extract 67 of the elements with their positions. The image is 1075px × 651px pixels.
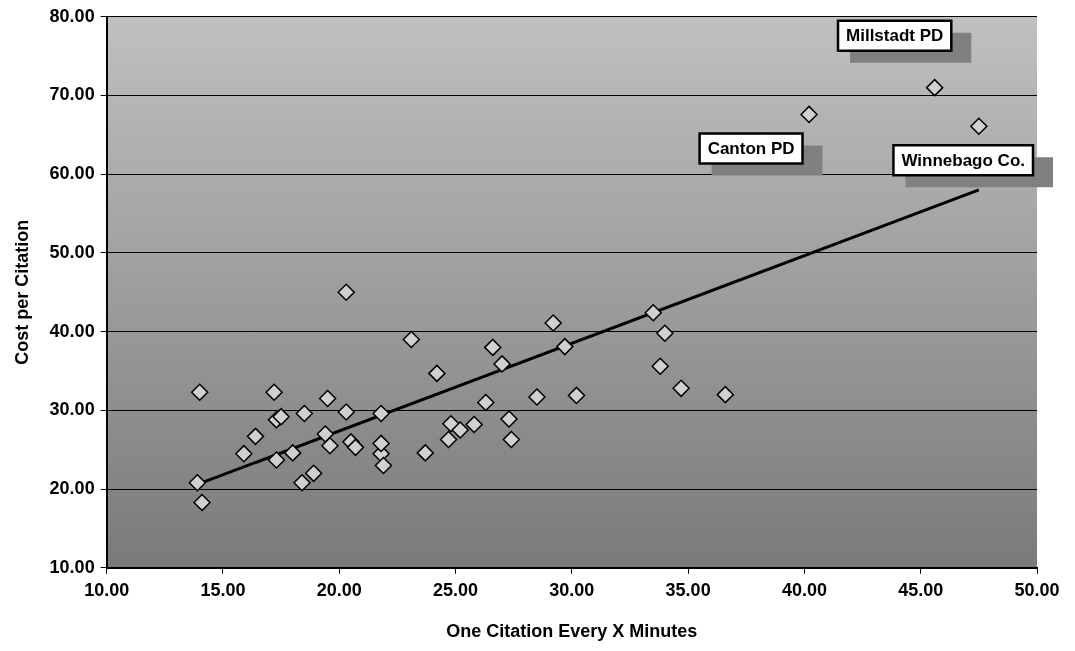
point	[374, 456, 393, 475]
point	[318, 389, 337, 408]
point	[800, 105, 818, 124]
x-tick-label: 35.00	[665, 579, 711, 600]
point	[346, 438, 365, 457]
point	[651, 357, 669, 376]
y-tick-label: 20.00	[49, 478, 95, 499]
x-tick-label: 40.00	[781, 579, 827, 600]
point	[372, 404, 390, 423]
point	[465, 415, 483, 434]
y-tick-label: 80.00	[49, 5, 95, 26]
y-axis-title: Cost per Citation	[11, 219, 32, 365]
point	[316, 425, 335, 443]
point	[295, 404, 314, 423]
y-tick-label: 50.00	[49, 241, 95, 262]
x-tick-label: 15.00	[200, 579, 246, 600]
annotation: Winnebago Co.	[901, 150, 1025, 170]
x-tick-label: 45.00	[898, 579, 944, 600]
point	[970, 117, 988, 135]
y-tick-label: 70.00	[49, 84, 95, 105]
point	[428, 364, 446, 383]
point	[477, 393, 495, 412]
point	[190, 383, 209, 402]
point	[483, 338, 502, 357]
point	[567, 386, 586, 405]
point	[235, 444, 253, 463]
point	[402, 330, 421, 349]
x-tick-label: 50.00	[1014, 579, 1060, 600]
point	[337, 283, 355, 302]
point	[925, 78, 944, 97]
point	[293, 474, 311, 492]
point	[544, 314, 562, 332]
point	[267, 451, 286, 469]
point	[656, 324, 674, 342]
point	[500, 410, 518, 428]
point	[439, 430, 458, 449]
y-tick-label: 10.00	[49, 556, 95, 577]
point	[644, 304, 662, 322]
point	[193, 493, 211, 512]
point	[321, 437, 339, 455]
x-tick-label: 30.00	[549, 579, 595, 600]
point	[272, 407, 290, 426]
point	[337, 403, 355, 421]
y-tick-label: 60.00	[49, 163, 95, 184]
annotation: Millstadt PD	[846, 26, 944, 46]
y-tick-label: 30.00	[49, 399, 95, 420]
point	[556, 337, 574, 356]
x-tick-label: 20.00	[316, 579, 362, 600]
point	[265, 383, 283, 402]
point	[304, 464, 323, 483]
annotation: Canton PD	[707, 139, 795, 159]
point	[372, 434, 390, 453]
x-axis-title: One Citation Every X Minutes	[446, 621, 698, 642]
point	[672, 379, 690, 398]
point	[283, 444, 302, 462]
point	[451, 421, 469, 439]
x-tick-label: 10.00	[84, 579, 130, 600]
x-tick-label: 25.00	[433, 579, 479, 600]
point	[502, 430, 521, 449]
point	[188, 474, 207, 492]
y-tick-label: 40.00	[49, 320, 95, 341]
point	[528, 388, 546, 406]
point	[246, 427, 265, 446]
point	[442, 415, 460, 433]
point	[493, 355, 511, 373]
point	[416, 444, 435, 462]
point	[716, 385, 735, 404]
